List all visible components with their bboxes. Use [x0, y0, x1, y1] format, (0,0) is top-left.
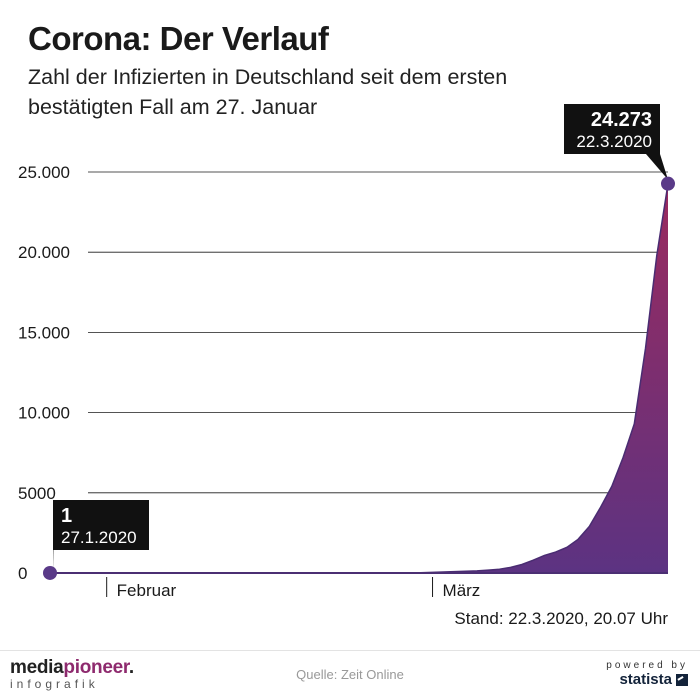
- logo-dot: .: [128, 657, 134, 678]
- mediapioneer-logo: mediapioneer. infografik: [10, 657, 134, 691]
- area-fill: [50, 183, 668, 573]
- powered-by-label: powered by: [606, 660, 688, 671]
- grid-layer: [88, 171, 668, 494]
- data-point-marker: [43, 565, 57, 580]
- logo-part-media: media: [10, 657, 64, 678]
- y-tick-label: 5000: [18, 484, 56, 503]
- logo-part-pioneer: pioneer: [63, 657, 129, 678]
- callout-pointer: [646, 154, 668, 180]
- callout-box: [564, 104, 660, 154]
- y-tick-label: 0: [18, 564, 27, 583]
- logo-subtitle: infografik: [10, 677, 99, 691]
- callout-date: 22.3.2020: [576, 132, 652, 151]
- x-tick-label: März: [443, 581, 481, 600]
- statista-icon: [676, 673, 688, 686]
- callout-value: 24.273: [591, 109, 652, 131]
- x-tick-label: Februar: [117, 581, 177, 600]
- stand-note: Stand: 22.3.2020, 20.07 Uhr: [454, 609, 668, 628]
- statista-brand: statista: [619, 671, 672, 688]
- footer-divider: [0, 650, 700, 651]
- callout-box: [53, 500, 149, 550]
- source-note: Quelle: Zeit Online: [296, 667, 404, 682]
- chart-title: Corona: Der Verlauf: [28, 20, 329, 57]
- callout-pointer: [53, 536, 54, 571]
- y-tick-label: 15.000: [18, 323, 70, 342]
- data-point-marker: [661, 176, 675, 191]
- chart-subtitle: Zahl der Infizierten in Deutschland seit…: [28, 65, 508, 119]
- y-tick-label: 25.000: [18, 163, 70, 182]
- area-chart: 0 5000 10.000 15.000 20.000 25.000 Februar März…: [18, 104, 675, 600]
- y-tick-label: 10.000: [18, 404, 70, 423]
- callout-date: 27.1.2020: [61, 528, 137, 547]
- y-tick-label: 20.000: [18, 243, 70, 262]
- statista-badge: powered by statista: [606, 660, 688, 688]
- axis-layer: 0 5000 10.000 15.000 20.000 25.000 Februar März: [18, 163, 668, 600]
- callout-value: 1: [61, 505, 72, 527]
